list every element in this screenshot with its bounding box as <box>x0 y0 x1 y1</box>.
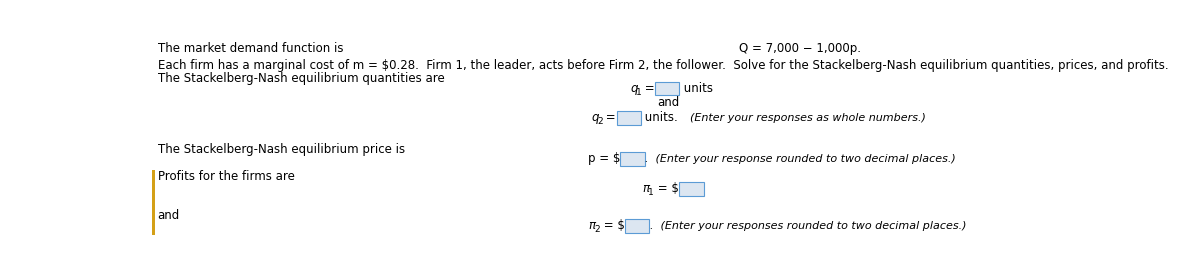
Text: units.: units. <box>641 111 685 124</box>
Text: Profits for the firms are: Profits for the firms are <box>157 170 295 183</box>
Text: 1: 1 <box>648 188 654 197</box>
Text: Q = 7,000 − 1,000p.: Q = 7,000 − 1,000p. <box>739 42 862 55</box>
Text: Each firm has a marginal cost of m = $0.28.  Firm 1, the leader, acts before Fir: Each firm has a marginal cost of m = $0.… <box>157 59 1169 71</box>
Text: The Stackelberg-Nash equilibrium price is: The Stackelberg-Nash equilibrium price i… <box>157 143 404 156</box>
Text: 2: 2 <box>594 225 600 234</box>
Text: =: = <box>602 111 619 124</box>
Text: The market demand function is: The market demand function is <box>157 42 343 55</box>
FancyBboxPatch shape <box>655 82 679 95</box>
FancyBboxPatch shape <box>625 219 649 232</box>
Text: units: units <box>680 82 713 95</box>
FancyBboxPatch shape <box>620 152 644 166</box>
FancyBboxPatch shape <box>679 182 703 196</box>
Text: 2: 2 <box>598 117 602 126</box>
Text: .  (Enter your response rounded to two decimal places.): . (Enter your response rounded to two de… <box>646 154 956 164</box>
Text: π: π <box>642 182 649 195</box>
Text: p = $: p = $ <box>588 152 620 165</box>
Text: = $: = $ <box>600 219 624 232</box>
Text: (Enter your responses as whole numbers.): (Enter your responses as whole numbers.) <box>690 113 926 123</box>
Text: and: and <box>157 209 180 222</box>
Text: π: π <box>588 219 595 232</box>
Text: and: and <box>658 96 680 109</box>
Text: q: q <box>592 111 599 124</box>
Text: = $: = $ <box>654 182 679 195</box>
Bar <box>152 170 156 235</box>
FancyBboxPatch shape <box>617 111 641 125</box>
Text: The Stackelberg-Nash equilibrium quantities are: The Stackelberg-Nash equilibrium quantit… <box>157 71 444 85</box>
Text: =: = <box>641 82 658 95</box>
Text: .  (Enter your responses rounded to two decimal places.): . (Enter your responses rounded to two d… <box>650 221 966 231</box>
Text: q: q <box>630 82 638 95</box>
Text: 1: 1 <box>636 88 642 97</box>
